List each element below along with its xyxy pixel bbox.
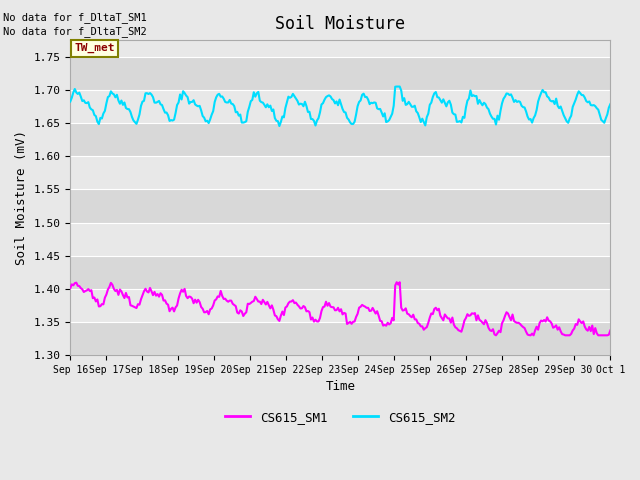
X-axis label: Time: Time	[325, 381, 355, 394]
Title: Soil Moisture: Soil Moisture	[275, 15, 405, 33]
CS615_SM1	[303, 309, 310, 314]
Text: No data for f_DltaT_SM1: No data for f_DltaT_SM1	[3, 12, 147, 23]
Text: No data for f_DltaT_SM2: No data for f_DltaT_SM2	[3, 26, 147, 37]
CS615_SM1	[607, 328, 614, 334]
CS615_SM2	[67, 99, 74, 105]
CS615_SM1	[67, 285, 74, 291]
CS615_SM1	[246, 301, 253, 307]
Bar	[70, 57, 611, 90]
Legend: CS615_SM1, CS615_SM2: CS615_SM1, CS615_SM2	[220, 406, 460, 429]
Text: TW_met: TW_met	[74, 43, 115, 53]
Line: CS615_SM2: CS615_SM2	[70, 86, 611, 126]
CS615_SM2	[132, 121, 140, 127]
CS615_SM1	[132, 305, 140, 311]
Line: CS615_SM1: CS615_SM1	[70, 282, 611, 336]
CS615_SM1	[393, 279, 401, 285]
Bar	[70, 256, 611, 289]
CS615_SM2	[246, 104, 253, 110]
CS615_SM1	[227, 298, 235, 303]
Bar	[70, 123, 611, 156]
Bar	[70, 156, 611, 190]
CS615_SM2	[393, 84, 401, 89]
CS615_SM2	[579, 92, 587, 98]
CS615_SM2	[304, 109, 312, 115]
CS615_SM1	[255, 299, 262, 304]
CS615_SM2	[607, 101, 614, 107]
Bar	[70, 223, 611, 256]
CS615_SM2	[276, 123, 284, 129]
CS615_SM2	[227, 101, 235, 107]
CS615_SM1	[579, 319, 587, 324]
CS615_SM1	[492, 333, 500, 338]
CS615_SM2	[255, 89, 262, 95]
Bar	[70, 322, 611, 355]
Bar	[70, 190, 611, 223]
Bar	[70, 289, 611, 322]
Bar	[70, 90, 611, 123]
Y-axis label: Soil Moisture (mV): Soil Moisture (mV)	[15, 130, 28, 265]
